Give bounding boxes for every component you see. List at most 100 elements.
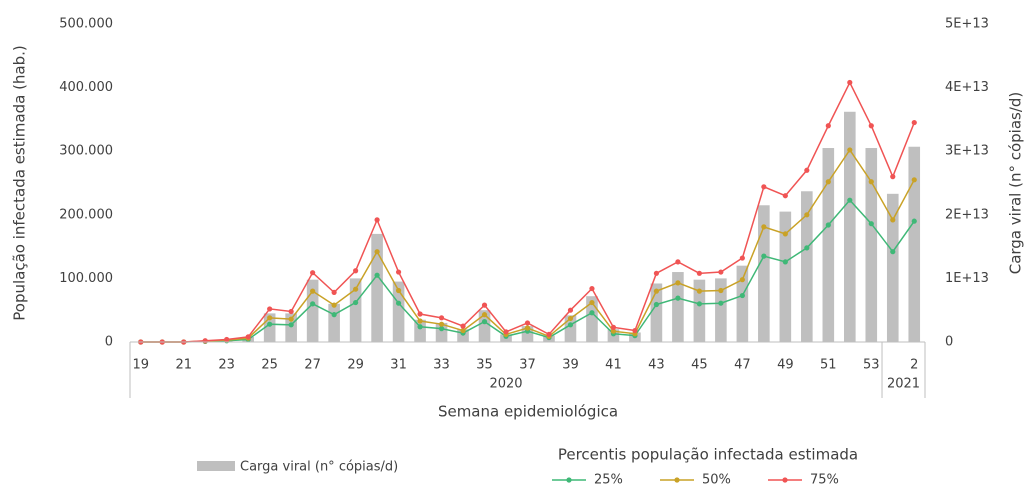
marker [310, 270, 316, 276]
marker [524, 320, 531, 326]
marker [890, 217, 896, 223]
legend-marker [566, 477, 572, 483]
x-group-label: 2020 [489, 377, 522, 392]
legend-label: 25% [594, 473, 623, 487]
marker [739, 277, 745, 283]
y-tick-label: 300.000 [59, 144, 113, 159]
x-axis-label: Semana epidemiológica [438, 403, 618, 421]
marker [653, 301, 660, 308]
x-tick-label: 29 [347, 358, 364, 373]
y-tick-label: 0 [105, 335, 113, 350]
marker [782, 259, 788, 265]
bar [263, 313, 276, 342]
line [140, 80, 915, 343]
x-tick-label: 51 [820, 358, 837, 373]
marker [374, 272, 380, 278]
marker [825, 179, 831, 185]
marker [567, 322, 574, 328]
bar [693, 279, 706, 342]
marker [847, 197, 853, 203]
marker [567, 315, 574, 322]
x-tick-label: 39 [562, 358, 579, 373]
legend-swatch [197, 461, 235, 471]
bar [865, 148, 878, 342]
marker [395, 269, 402, 275]
bar [371, 233, 383, 342]
marker [868, 123, 874, 129]
marker [761, 184, 767, 190]
y2-axis-label: Carga viral (n° cópias/d) [1007, 92, 1025, 275]
marker [675, 295, 681, 301]
x-tick-label: 27 [304, 358, 321, 373]
marker [868, 179, 874, 185]
bar [886, 193, 899, 342]
bar [843, 111, 856, 342]
marker [481, 319, 488, 325]
x-tick-label: 25 [261, 358, 278, 373]
marker [696, 301, 702, 307]
marker [610, 324, 617, 330]
x-tick-label: 35 [476, 358, 493, 373]
bar [285, 313, 297, 342]
marker [503, 329, 509, 335]
marker [890, 174, 896, 180]
y2-tick-label: 1E+13 [945, 271, 989, 286]
marker [224, 336, 230, 343]
x-tick-label: 47 [734, 358, 751, 373]
bar [908, 146, 921, 342]
bar [736, 265, 749, 342]
bar [435, 322, 448, 342]
bar [414, 319, 426, 342]
y-tick-label: 100.000 [59, 271, 113, 286]
marker [331, 312, 337, 318]
legend-label: 50% [702, 473, 731, 487]
marker [310, 288, 316, 294]
marker [911, 119, 917, 126]
marker [825, 123, 831, 129]
bar [478, 310, 491, 342]
marker [911, 177, 917, 183]
marker [245, 334, 251, 340]
x-tick-label: 37 [519, 358, 536, 373]
marker [353, 286, 359, 292]
bar [650, 283, 663, 342]
bar [349, 278, 362, 342]
y-axis-label: População infectada estimada (hab.) [11, 45, 29, 321]
x-tick-label: 31 [390, 358, 407, 373]
marker [804, 167, 810, 173]
bar [672, 272, 684, 342]
marker [761, 224, 767, 230]
legend-marker [674, 477, 680, 483]
bar [586, 296, 598, 342]
bar [758, 205, 770, 342]
marker [825, 222, 831, 228]
marker [718, 269, 724, 275]
marker [288, 308, 294, 315]
marker [782, 231, 788, 237]
y2-tick-label: 0 [945, 335, 953, 350]
legend-title: Percentis população infectada estimada [558, 446, 858, 464]
y2-tick-label: 5E+13 [945, 17, 989, 32]
marker [589, 310, 595, 316]
bar [564, 315, 577, 342]
marker [417, 311, 423, 317]
marker [675, 280, 681, 286]
y-tick-label: 400.000 [59, 80, 113, 95]
marker [267, 306, 273, 312]
x-tick-label: 2 [910, 358, 918, 373]
bar [779, 211, 792, 342]
marker [696, 270, 702, 276]
legend-label: Carga viral (n° cópias/d) [240, 460, 398, 475]
marker [524, 325, 531, 331]
x-tick-label: 45 [691, 358, 708, 373]
marker [288, 322, 294, 328]
marker [653, 288, 660, 294]
y2-tick-label: 4E+13 [945, 80, 989, 95]
marker [374, 217, 380, 223]
marker [417, 324, 423, 330]
x-tick-label: 21 [175, 358, 192, 373]
marker [374, 249, 380, 255]
marker [804, 212, 810, 218]
marker [718, 300, 724, 306]
marker [632, 327, 638, 334]
